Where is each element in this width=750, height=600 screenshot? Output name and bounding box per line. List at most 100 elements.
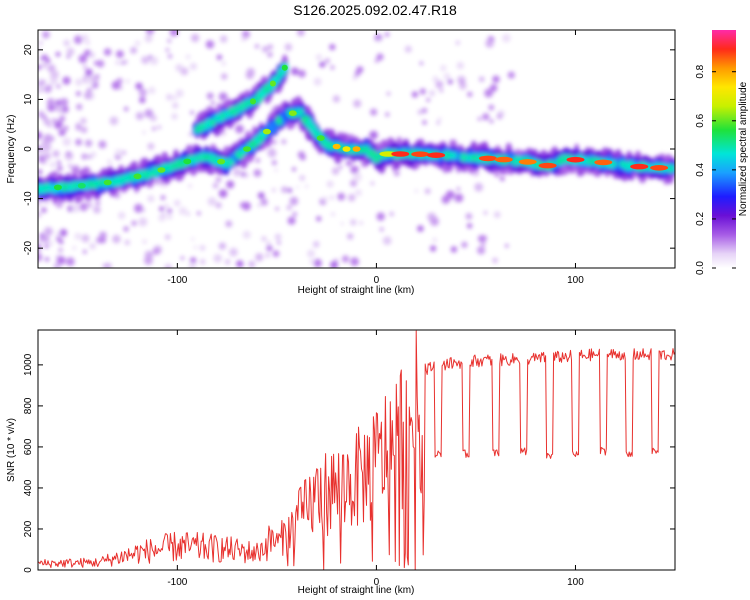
spectrogram-noise-blob: [173, 199, 181, 207]
spectrogram-core-blob: [342, 146, 351, 152]
spectrogram-noise-blob: [112, 234, 121, 244]
main-title: S126.2025.092.02.47.R18: [293, 2, 457, 18]
spectrogram-noise-blob: [370, 108, 378, 116]
spectrogram-noise-blob: [44, 244, 49, 249]
spectrogram-ridge-blob: [450, 151, 458, 160]
spectrogram-noise-blob: [175, 89, 184, 98]
spectrogram-noise-blob: [60, 98, 69, 107]
spectrogram-noise-blob: [125, 79, 130, 84]
spectrogram-core-blob: [217, 158, 226, 165]
spectrogram-noise-blob: [38, 169, 43, 175]
spectrogram-noise-blob: [478, 235, 485, 243]
spectrogram-noise-blob: [443, 73, 451, 80]
spectrogram-noise-blob: [131, 220, 137, 226]
spectrogram-noise-blob: [141, 208, 146, 212]
spectrogram-noise-blob: [81, 153, 88, 160]
spectrogram-noise-blob: [38, 253, 43, 262]
spectrogram-noise-blob: [38, 201, 41, 207]
spectrogram-noise-blob: [277, 240, 281, 245]
spectrogram-noise-blob: [171, 113, 178, 120]
spectrogram-noise-blob: [492, 257, 498, 264]
spectrogram-noise-blob: [89, 52, 95, 58]
spectrogram-noise-blob: [84, 139, 93, 147]
spectrogram-noise-blob: [216, 54, 223, 61]
spectrogram-noise-blob: [52, 150, 60, 158]
spectrogram-noise-blob: [211, 42, 215, 46]
spectrogram-noise-blob: [235, 124, 244, 134]
spectrogram-noise-blob: [257, 203, 261, 208]
snr-y-axis-title: SNR (10 * v/v): [6, 418, 17, 482]
spectrogram-noise-blob: [376, 53, 384, 61]
spectrogram-noise-blob: [267, 148, 277, 158]
spectrogram-noise-blob: [281, 186, 288, 193]
spectrogram-noise-blob: [138, 217, 148, 227]
spectrogram-noise-blob: [51, 118, 58, 124]
spectrogram-noise-blob: [200, 259, 206, 265]
spectrogram-noise-blob: [38, 211, 42, 218]
spectrogram-noise-blob: [432, 76, 439, 82]
spectrogram-noise-blob: [123, 226, 129, 232]
spectrogram-noise-blob: [186, 54, 191, 59]
spectrogram-noise-blob: [271, 160, 277, 166]
spectrogram-noise-blob: [180, 256, 184, 260]
spectrogram-noise-blob: [496, 113, 503, 120]
spectrogram-noise-blob: [474, 182, 484, 192]
spectrogram-noise-blob: [483, 211, 488, 215]
spectrogram-core-blob: [494, 156, 513, 163]
spectrogram-noise-blob: [189, 62, 197, 71]
spectrogram-y-tick-label: -10: [23, 191, 34, 206]
spectrogram-ridge-blob: [610, 160, 618, 168]
spectrogram-noise-blob: [489, 119, 494, 124]
spectrogram-noise-blob: [393, 170, 400, 177]
spectrogram-noise-blob: [58, 247, 63, 253]
spectrogram-y-tick-label: 0: [23, 146, 34, 152]
spectrogram-noise-blob: [178, 206, 187, 216]
spectrogram-noise-blob: [289, 196, 299, 206]
spectrogram-noise-blob: [232, 168, 242, 177]
snr-y-tick-label: 600: [23, 438, 34, 455]
spectrogram-noise-blob: [75, 78, 83, 86]
spectrogram-noise-blob: [111, 80, 121, 90]
spectrogram-noise-blob: [78, 54, 88, 64]
spectrogram-noise-blob: [502, 33, 511, 43]
spectrogram-noise-blob: [88, 203, 93, 208]
spectrogram-noise-blob: [242, 201, 251, 211]
spectrogram-noise-blob: [145, 30, 155, 35]
spectrogram-noise-blob: [376, 212, 385, 221]
spectrogram-noise-blob: [63, 39, 70, 47]
spectrogram-noise-blob: [197, 211, 201, 216]
spectrogram-core-blob: [103, 179, 112, 186]
spectrogram-noise-blob: [173, 96, 177, 100]
spectrogram-noise-blob: [148, 55, 153, 59]
spectrogram-noise-blob: [76, 91, 81, 97]
spectrogram-noise-blob: [75, 138, 82, 146]
spectrogram-noise-blob: [377, 38, 380, 42]
spectrogram-noise-blob: [45, 257, 50, 262]
spectrogram-noise-blob: [265, 253, 270, 258]
spectrogram-noise-blob: [148, 86, 156, 94]
spectrogram-noise-blob: [241, 37, 246, 42]
spectrogram-noise-blob: [350, 165, 359, 174]
spectrogram-noise-blob: [385, 112, 390, 117]
snr-x-tick-label: 0: [374, 577, 380, 588]
spectrogram-noise-blob: [167, 38, 172, 44]
spectrogram-noise-blob: [124, 106, 129, 112]
spectrogram-noise-blob: [151, 126, 157, 131]
snr-y-tick-label: 1000: [23, 353, 34, 376]
spectrogram-noise-blob: [218, 92, 228, 102]
spectrogram-noise-blob: [220, 35, 228, 43]
spectrogram-noise-blob: [291, 67, 299, 76]
spectrogram-noise-blob: [165, 204, 169, 208]
spectrogram-x-tick-label: 0: [374, 275, 380, 286]
spectrogram-noise-blob: [102, 264, 107, 268]
spectrogram-y-tick-label: 10: [23, 93, 34, 105]
spectrogram-noise-blob: [456, 187, 460, 191]
spectrogram-noise-blob: [38, 155, 46, 163]
spectrogram-noise-blob: [386, 92, 391, 96]
spectrogram-noise-blob: [436, 121, 440, 125]
spectrogram-noise-blob: [59, 229, 68, 237]
spectrogram-noise-blob: [103, 48, 112, 56]
spectrogram-noise-blob: [439, 89, 443, 93]
spectrogram-core-blob: [183, 158, 192, 165]
spectrogram-core-blob: [133, 173, 142, 180]
